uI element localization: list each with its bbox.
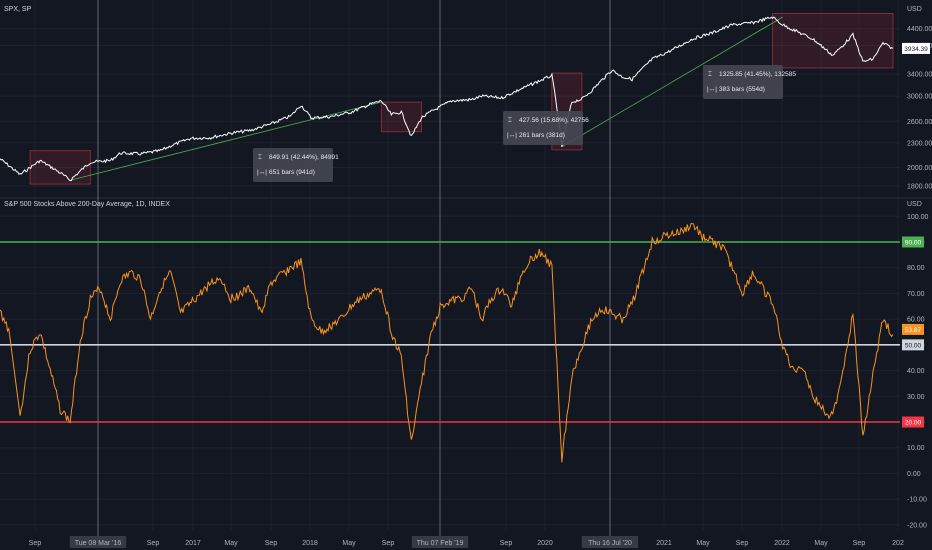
- x-tick-label: May: [814, 540, 828, 547]
- tooltip-box: [703, 65, 783, 99]
- price-line: [0, 16, 894, 182]
- measure-icon: ⌶: [708, 71, 712, 78]
- x-tick-label: 2021: [656, 540, 672, 547]
- x-tick-label: 202: [892, 540, 904, 547]
- x-tick-label: 2020: [537, 540, 553, 547]
- y-tick-label: -20.00: [907, 522, 927, 529]
- x-marker-tag: [581, 536, 639, 548]
- bars-icon: |↔|: [507, 132, 517, 139]
- indicator-line: [0, 222, 894, 463]
- x-tick-label: Thu 07 Feb '19: [417, 540, 464, 547]
- y-tick-label: 0.00: [907, 471, 921, 478]
- x-tick-label: 2017: [185, 540, 201, 547]
- currency-label: USD: [907, 201, 922, 208]
- threshold-tag-label: 20.00: [905, 420, 922, 427]
- x-tick-label: Sep: [853, 540, 866, 547]
- last-indicator-tag: [902, 323, 924, 335]
- threshold-lines: [0, 241, 900, 423]
- date-markers: [97, 0, 611, 536]
- x-marker-tag: [411, 536, 469, 548]
- bars-icon: |↔|: [257, 169, 267, 176]
- trend-line: [561, 16, 783, 148]
- tooltip-bars: 261 bars (381d): [519, 132, 565, 139]
- trend-lines: [70, 16, 783, 181]
- x-tick-label: Sep: [147, 540, 160, 547]
- x-tick-label: Tue 08 Mar '16: [75, 540, 122, 547]
- tooltip-range: 849.91 (42.44%), 84991: [269, 154, 339, 161]
- y-tick-label: 30.00: [907, 394, 925, 401]
- threshold-tag: [902, 339, 924, 351]
- series: [0, 16, 894, 463]
- x-tick-label: Sep: [29, 540, 42, 547]
- y-tick-label: 100.00: [907, 214, 929, 221]
- x-tick-label: Sep: [382, 540, 395, 547]
- y-tick-label: 10.00: [907, 445, 925, 452]
- tooltip-range: 427.56 (15.68%), 42756: [519, 117, 589, 124]
- y-tick-label: 3000.00: [907, 94, 932, 101]
- y-tick-label: 80.00: [907, 265, 925, 272]
- x-tick-label: 2022: [774, 540, 790, 547]
- y-tick-label: 1800.00: [907, 184, 932, 191]
- tooltip-box: [503, 111, 583, 145]
- tooltip-range: 1325.85 (41.45%), 132585: [719, 71, 796, 78]
- x-tick-label: Sep: [736, 540, 749, 547]
- last-indicator-label: 53.87: [905, 327, 922, 334]
- range-box: [772, 13, 894, 69]
- trend-line: [70, 101, 382, 181]
- grid: [0, 0, 932, 530]
- threshold-tag: [902, 236, 924, 248]
- y-tick-label: -10.00: [907, 497, 927, 504]
- y-tick-label: 70.00: [907, 291, 925, 298]
- currency-label: USD: [907, 6, 922, 13]
- measure-icon: ⌶: [508, 117, 512, 124]
- range-box: [380, 101, 422, 133]
- threshold-tag-label: 50.00: [905, 342, 922, 349]
- x-tick-label: Thu 16 Jul '20: [588, 540, 632, 547]
- y-tick-label: 2600.00: [907, 119, 932, 126]
- x-tick-label: 2018: [302, 540, 318, 547]
- x-tick-label: Sep: [265, 540, 278, 547]
- x-marker-tag: [69, 536, 127, 548]
- tooltip-bars: 383 bars (554d): [719, 86, 765, 93]
- y-tick-label: 2300.00: [907, 140, 932, 147]
- bottom-pane-title: S&P 500 Stocks Above 200-Day Average, 1D…: [4, 201, 170, 208]
- x-tick-label: May: [224, 540, 238, 547]
- measure-tooltips: ⌶ 849.91 (42.44%), 84991|↔| 651 bars (941d…: [253, 65, 796, 182]
- threshold-tag: [902, 416, 924, 428]
- measure-icon: ⌶: [258, 154, 262, 161]
- x-tick-label: May: [696, 540, 710, 547]
- axes: 1800.00 2000.00 2300.00 2600.00 3000.00 3400.…: [29, 6, 932, 548]
- last-price-label: 3934.39: [904, 46, 928, 53]
- tooltip-box: [253, 148, 333, 182]
- bars-icon: |↔|: [707, 86, 717, 93]
- y-tick-label: 60.00: [907, 317, 925, 324]
- y-tick-label: 40.00: [907, 368, 925, 375]
- last-price-tag: [902, 42, 930, 54]
- threshold-tag-label: 90.00: [905, 240, 922, 247]
- y-tick-label: 2000.00: [907, 165, 932, 172]
- tooltip-bars: 651 bars (941d): [269, 169, 315, 176]
- top-pane-title: SPX, SP: [4, 6, 32, 13]
- y-tick-label: 3400.00: [907, 72, 932, 79]
- x-tick-label: Sep: [500, 540, 513, 547]
- range-box: [29, 150, 91, 185]
- y-tick-label: 4400.00: [907, 26, 932, 33]
- x-tick-label: May: [342, 540, 356, 547]
